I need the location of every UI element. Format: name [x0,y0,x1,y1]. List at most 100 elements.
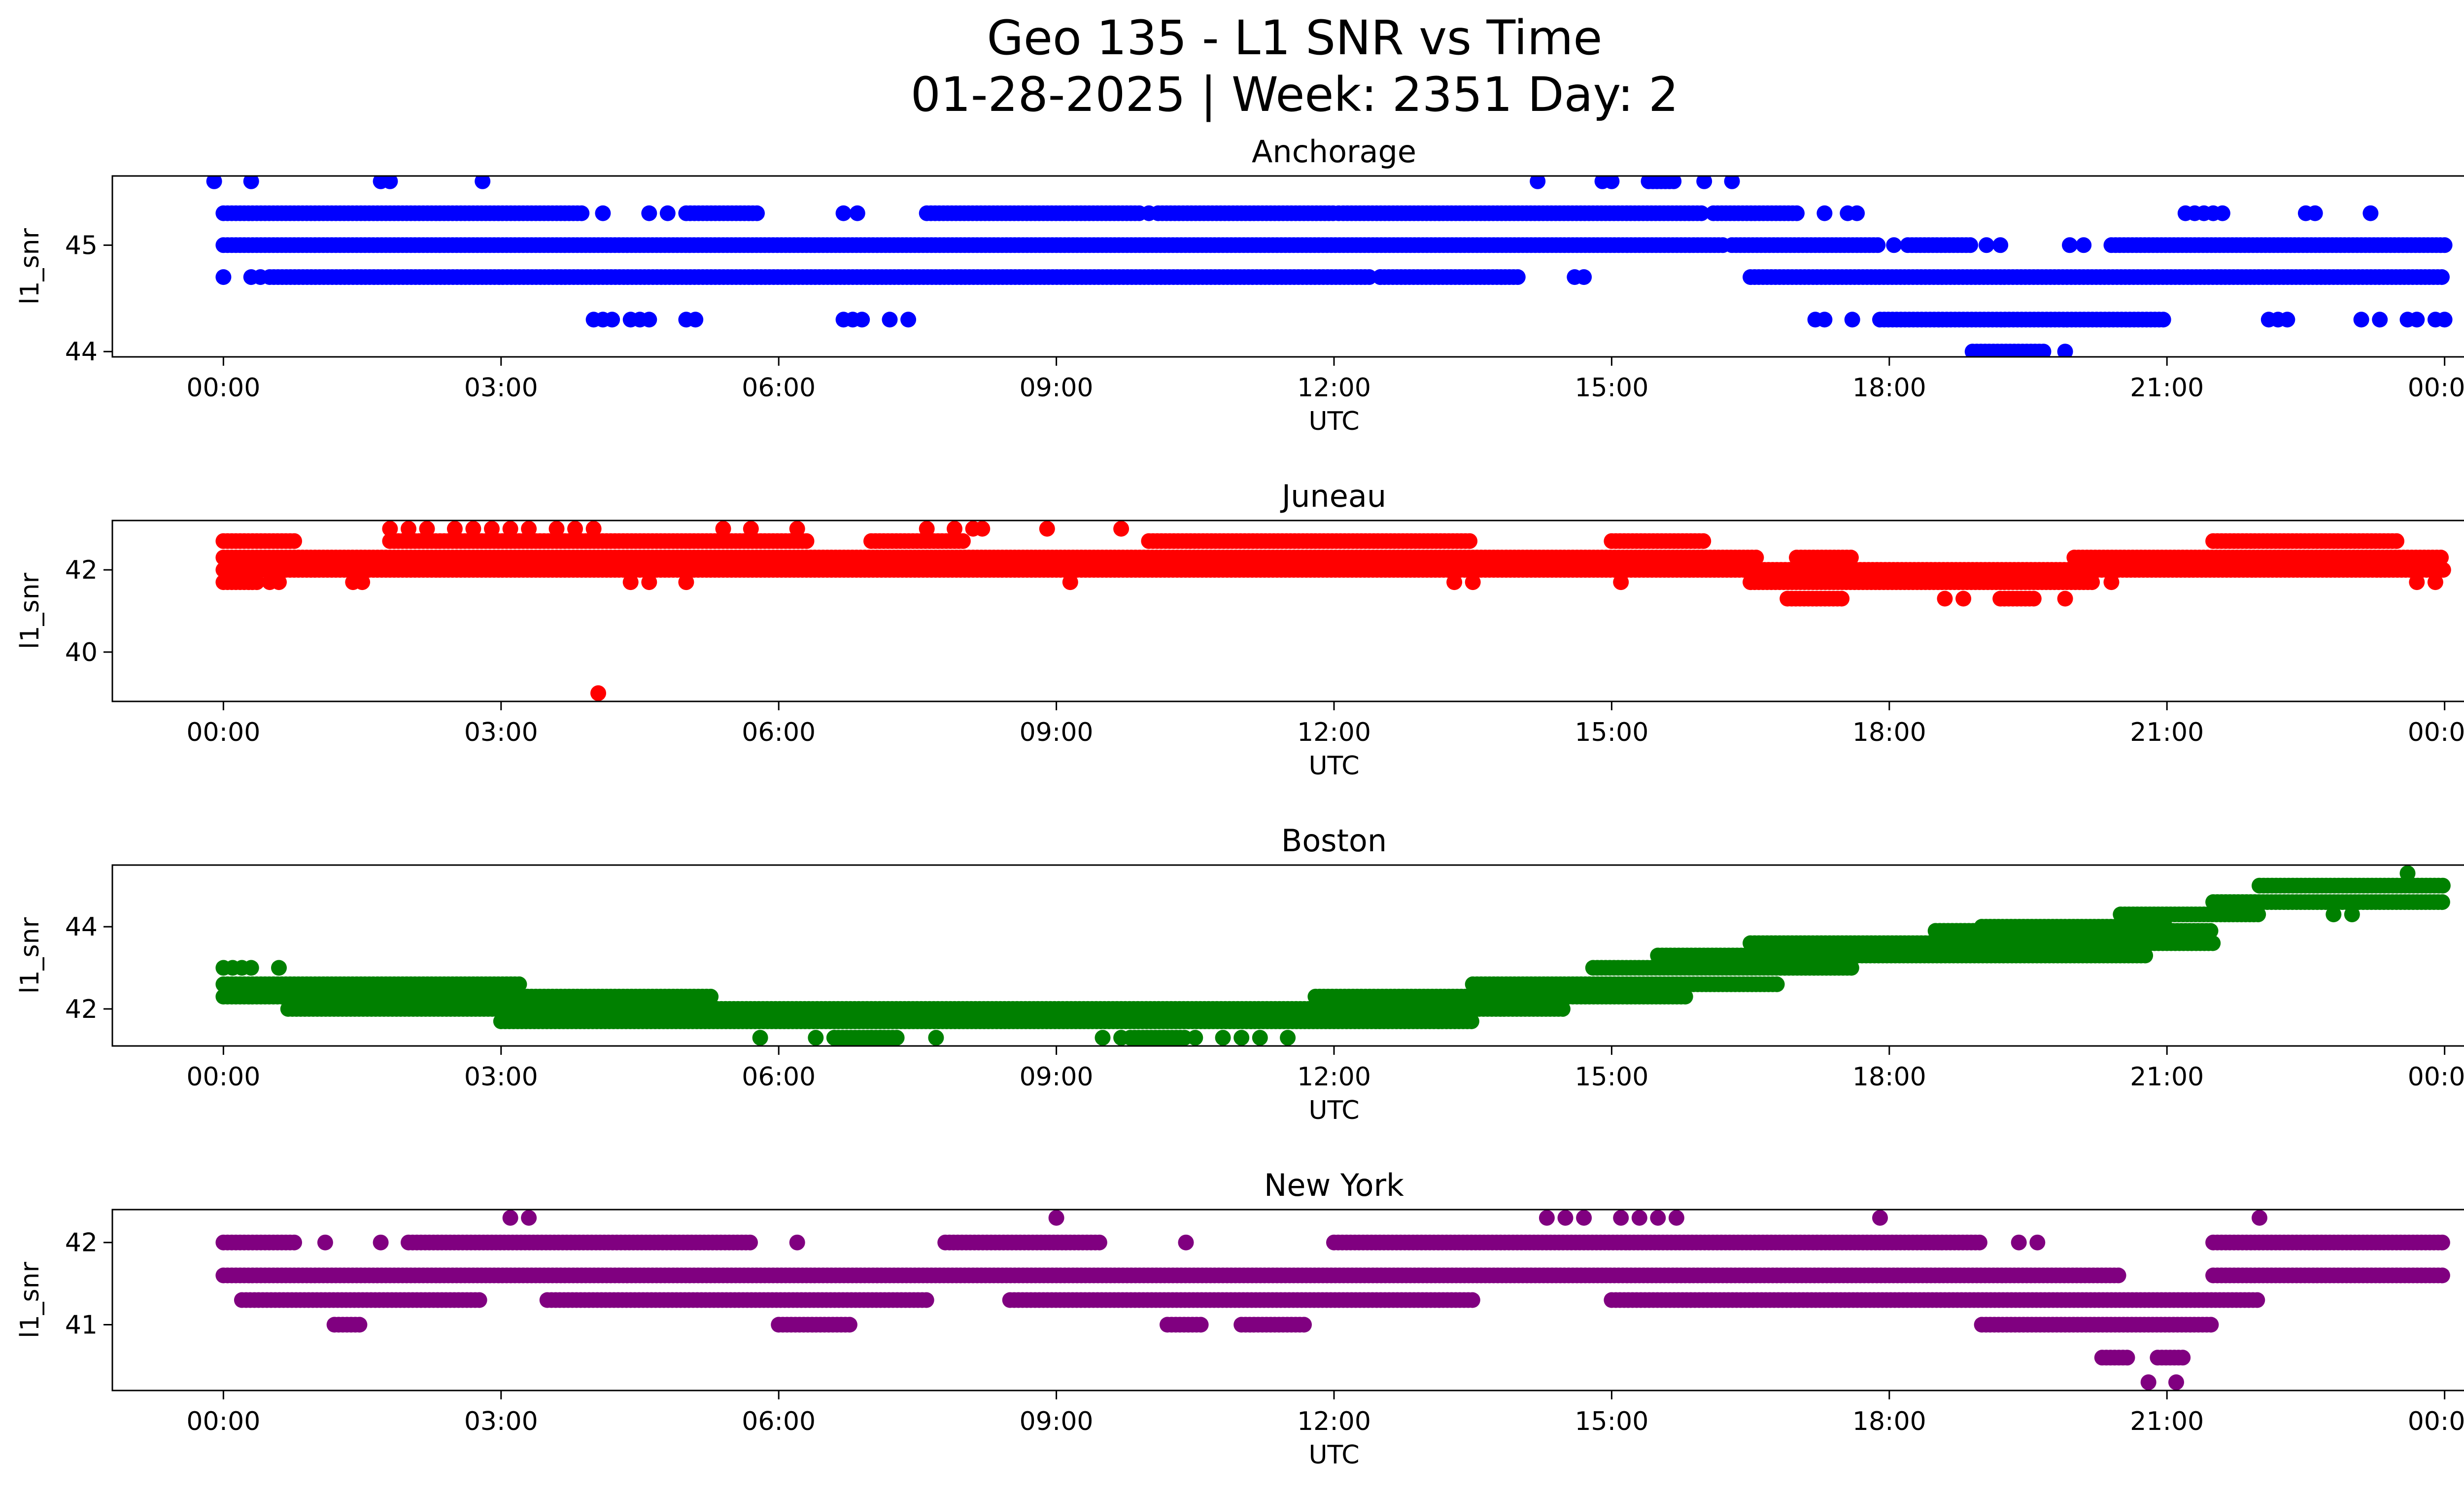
data-point [882,312,898,328]
panel-title: New York [1264,1167,1404,1203]
data-point [1724,176,1740,189]
data-point [465,521,481,537]
data-point [206,176,222,189]
data-point [974,521,991,537]
data-point [2155,312,2171,328]
y-tick-label: 42 [65,995,98,1024]
data-points [206,176,2453,357]
data-point [1604,176,1620,189]
data-point [889,1030,905,1046]
data-point [590,685,606,701]
panel-title: Boston [1281,823,1387,859]
y-axis-label: l1_snr [15,228,45,305]
x-tick-label: 06:00 [742,718,816,747]
x-tick-label: 00:00 [186,373,260,403]
data-point [1095,1030,1111,1046]
data-point [2372,312,2388,328]
data-point [1992,237,2009,253]
x-tick-label: 21:00 [2130,718,2204,747]
data-point [1843,550,1859,566]
x-tick-label: 12:00 [1297,1062,1371,1092]
data-point [521,521,537,537]
data-point [715,521,731,537]
data-point [271,960,287,976]
data-point [2409,312,2425,328]
data-points [215,521,2451,701]
data-point [835,205,852,221]
x-tick-label: 03:00 [464,373,538,403]
x-tick-label: 09:00 [1020,1062,1094,1092]
data-point [678,574,694,591]
y-tick-label: 45 [65,231,98,260]
data-point [1252,1030,1268,1046]
x-axis-label: UTC [1308,407,1359,436]
data-point [900,312,917,328]
data-point [928,1030,944,1046]
data-point [1280,1030,1296,1046]
data-point [1955,591,1972,607]
data-point [382,176,398,189]
data-point [2434,269,2450,285]
data-point [703,988,719,1005]
data-point [1695,533,1711,549]
data-point [1789,205,1805,221]
data-point [1613,574,1629,591]
x-tick-label: 15:00 [1574,1062,1648,1092]
data-point [354,574,371,591]
data-point [2436,237,2453,253]
data-point [947,521,962,537]
y-axis-label: l1_snr [15,917,45,994]
data-point [1677,988,1693,1005]
data-point [2057,344,2073,357]
y-tick-label: 44 [65,337,98,367]
data-point [1233,1030,1250,1046]
data-point [1331,205,1347,221]
data-point [789,521,805,537]
data-point [1530,176,1546,189]
data-point [595,205,611,221]
data-point [548,521,565,537]
data-point [2353,312,2369,328]
data-point [2076,237,2092,253]
data-point [1215,1030,1231,1046]
data-point [1843,960,1859,976]
data-point [641,312,657,328]
x-tick-label: 21:00 [2130,373,2204,403]
data-point [2202,923,2219,939]
x-tick-label: 15:00 [1574,718,1648,747]
data-point [604,312,620,328]
data-point [1554,1001,1571,1017]
y-tick-label: 44 [65,912,98,942]
data-point [2434,1267,2450,1284]
data-point [585,521,602,537]
data-point [1462,533,1478,549]
data-point [687,312,704,328]
data-point [484,521,500,537]
x-tick-label: 21:00 [2130,1062,2204,1092]
data-point [2307,205,2323,221]
data-point [1937,591,1953,607]
data-point [215,269,232,285]
x-tick-label: 12:00 [1297,373,1371,403]
data-point [286,1234,302,1251]
data-point [2409,574,2425,591]
data-point [1509,269,1526,285]
data-point [641,574,657,591]
data-point [2214,205,2230,221]
x-tick-label: 03:00 [464,1062,538,1092]
data-points [215,865,2451,1046]
data-point [1834,591,1850,607]
data-point [1141,205,1157,221]
data-point [743,521,759,537]
data-point [2344,906,2360,923]
data-point [2436,312,2453,328]
data-point [243,176,259,189]
data-point [2062,237,2078,253]
y-tick-label: 42 [65,556,98,585]
x-tick-label: 06:00 [742,373,816,403]
data-point [798,533,815,549]
